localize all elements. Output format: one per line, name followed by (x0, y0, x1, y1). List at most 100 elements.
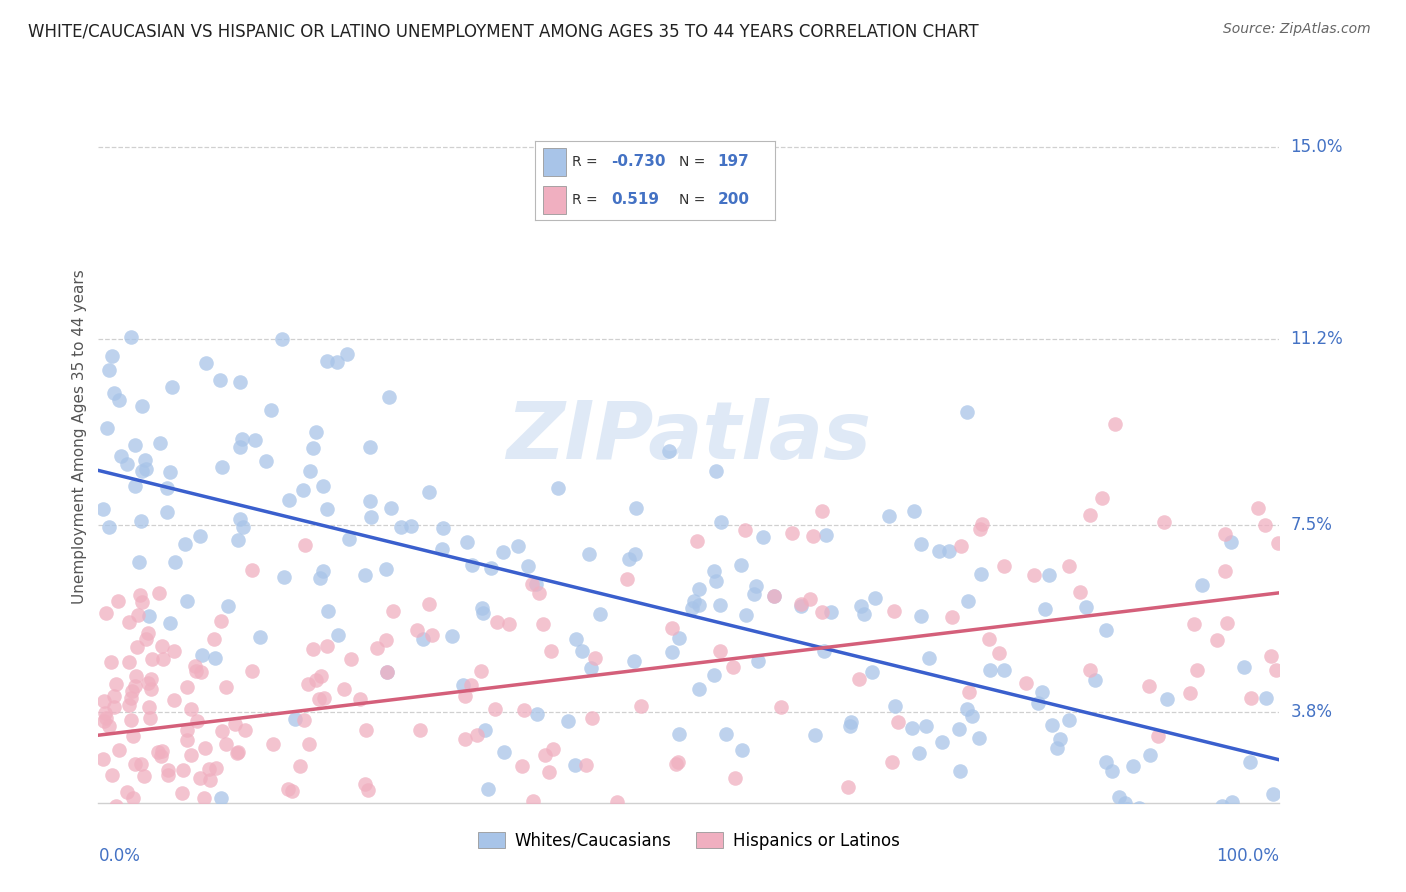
Point (174, 537, 197, 551)
Point (465, 728, 488, 742)
Point (1104, 417, 1126, 431)
Point (120, 691, 142, 706)
Point (769, 700, 792, 714)
Point (606, 795, 628, 809)
Point (190, 529, 212, 543)
Point (316, 354, 339, 368)
Point (305, 425, 328, 439)
Point (883, 604, 905, 618)
Point (1222, 796, 1244, 810)
Point (949, 539, 972, 553)
Point (1095, 623, 1118, 637)
Point (148, 435, 170, 450)
Point (262, 737, 284, 751)
Point (156, 768, 179, 782)
Point (195, 871, 218, 886)
Point (894, 845, 917, 859)
Point (193, 790, 215, 805)
Point (681, 601, 703, 615)
Point (683, 593, 706, 607)
Point (1156, 691, 1178, 706)
Point (526, 706, 548, 721)
Point (1260, 648, 1282, 663)
Point (156, 763, 179, 777)
Point (538, 765, 561, 780)
Point (910, 536, 932, 550)
Point (993, 663, 1015, 677)
Point (1022, 568, 1045, 582)
Point (103, 386, 125, 401)
Point (231, 432, 253, 446)
Point (1057, 558, 1080, 573)
Point (176, 732, 198, 747)
Point (1076, 599, 1098, 614)
Point (485, 615, 508, 630)
Point (908, 746, 931, 760)
Point (359, 440, 381, 454)
Point (1080, 663, 1102, 677)
Point (420, 628, 443, 642)
Point (790, 599, 813, 613)
Point (661, 645, 683, 659)
Y-axis label: Unemployment Among Ages 35 to 44 years: Unemployment Among Ages 35 to 44 years (72, 269, 87, 605)
Point (339, 533, 361, 547)
Point (136, 676, 159, 690)
Point (418, 597, 440, 611)
Text: WHITE/CAUCASIAN VS HISPANIC OR LATINO UNEMPLOYMENT AMONG AGES 35 TO 44 YEARS COR: WHITE/CAUCASIAN VS HISPANIC OR LATINO UN… (28, 22, 979, 40)
Point (1211, 799, 1233, 814)
Point (124, 679, 146, 693)
Point (454, 689, 477, 703)
Point (229, 441, 252, 455)
Point (159, 465, 181, 479)
Point (229, 376, 252, 390)
Point (380, 500, 402, 515)
Point (163, 692, 186, 706)
Point (211, 459, 233, 474)
Text: 0.519: 0.519 (610, 193, 659, 207)
Point (470, 601, 492, 615)
Point (801, 529, 824, 543)
Point (811, 605, 834, 619)
Point (170, 786, 193, 800)
Point (967, 731, 990, 746)
Point (105, 677, 128, 691)
Point (790, 597, 813, 611)
Point (97, 719, 120, 733)
Point (742, 587, 765, 601)
Point (176, 593, 198, 607)
Point (128, 555, 150, 569)
Point (344, 832, 367, 847)
Point (709, 643, 731, 657)
Point (172, 827, 194, 841)
Point (811, 503, 834, 517)
Point (709, 598, 731, 612)
Point (160, 380, 183, 394)
Text: 200: 200 (717, 193, 749, 207)
Point (557, 714, 579, 728)
Point (131, 757, 153, 772)
Point (910, 608, 932, 623)
Point (820, 605, 842, 619)
Point (970, 566, 993, 581)
Point (512, 703, 534, 717)
Point (1108, 790, 1130, 805)
Point (209, 614, 232, 628)
Point (117, 457, 139, 471)
Point (972, 516, 994, 531)
Point (127, 607, 149, 622)
Point (527, 586, 550, 600)
Point (723, 772, 745, 786)
Point (108, 743, 131, 757)
Point (908, 805, 931, 819)
Point (616, 572, 638, 586)
Point (254, 454, 277, 468)
Text: 11.2%: 11.2% (1291, 330, 1343, 348)
Point (1033, 602, 1056, 616)
Point (685, 534, 707, 549)
Point (804, 728, 827, 742)
Point (782, 526, 804, 541)
Point (270, 333, 292, 347)
Point (165, 555, 187, 569)
Point (589, 607, 612, 621)
Point (316, 639, 339, 653)
